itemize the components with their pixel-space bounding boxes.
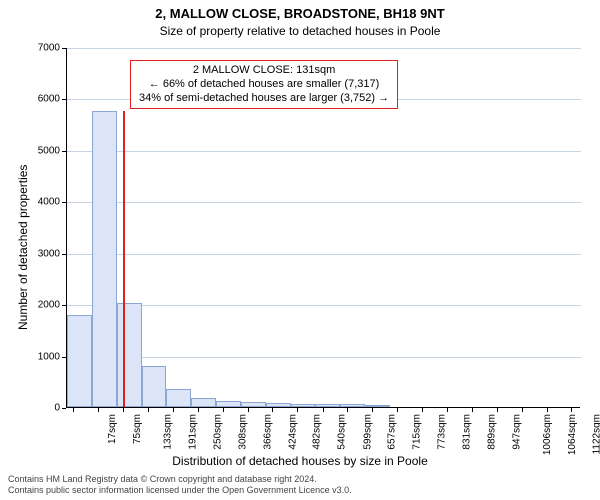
x-tick-mark — [123, 408, 124, 412]
x-tick-mark — [272, 408, 273, 412]
x-tick-mark — [472, 408, 473, 412]
x-tick-label: 1122sqm — [591, 414, 600, 454]
x-tick-label: 424sqm — [287, 414, 298, 450]
x-tick-label: 482sqm — [312, 414, 323, 450]
y-tick-label: 2000 — [20, 300, 60, 311]
histogram-bar — [266, 403, 291, 407]
page-subtitle: Size of property relative to detached ho… — [0, 24, 600, 38]
x-tick-label: 366sqm — [262, 414, 273, 450]
x-tick-mark — [148, 408, 149, 412]
x-tick-label: 773sqm — [437, 414, 448, 450]
x-axis-label: Distribution of detached houses by size … — [0, 454, 600, 468]
y-tick-label: 5000 — [20, 145, 60, 156]
x-tick-mark — [73, 408, 74, 412]
x-tick-mark — [397, 408, 398, 412]
x-tick-label: 715sqm — [412, 414, 423, 450]
x-tick-label: 191sqm — [187, 414, 198, 450]
y-tick-label: 0 — [20, 403, 60, 414]
x-tick-mark — [173, 408, 174, 412]
histogram-bar — [67, 315, 92, 407]
histogram-bar — [340, 404, 365, 407]
x-tick-mark — [297, 408, 298, 412]
histogram-bar — [92, 111, 117, 407]
x-tick-mark — [248, 408, 249, 412]
annotation-line-1: 2 MALLOW CLOSE: 131sqm — [139, 64, 389, 78]
x-tick-mark — [422, 408, 423, 412]
histogram-bar — [365, 405, 390, 407]
histogram-bar — [166, 389, 191, 408]
x-tick-label: 947sqm — [511, 414, 522, 450]
gridline — [67, 202, 581, 203]
annotation-line-3: 34% of semi-detached houses are larger (… — [139, 92, 389, 106]
x-tick-label: 133sqm — [163, 414, 174, 450]
histogram-bar — [216, 401, 241, 407]
x-tick-mark — [98, 408, 99, 412]
x-tick-mark — [223, 408, 224, 412]
x-tick-label: 831sqm — [462, 414, 473, 450]
x-tick-mark — [323, 408, 324, 412]
x-tick-mark — [347, 408, 348, 412]
x-tick-mark — [372, 408, 373, 412]
histogram-bar — [117, 303, 142, 407]
gridline — [67, 48, 581, 49]
x-tick-label: 308sqm — [238, 414, 249, 450]
histogram-bar — [191, 398, 216, 407]
histogram-bar — [142, 366, 167, 407]
histogram-bar — [241, 402, 266, 407]
histogram-bar — [291, 404, 316, 407]
x-tick-mark — [497, 408, 498, 412]
x-tick-label: 540sqm — [337, 414, 348, 450]
footer-line-2: Contains public sector information licen… — [8, 485, 352, 496]
histogram-bar — [315, 404, 340, 407]
x-tick-label: 75sqm — [132, 414, 143, 444]
gridline — [67, 357, 581, 358]
x-tick-mark — [571, 408, 572, 412]
y-tick-mark — [62, 408, 66, 409]
x-tick-label: 250sqm — [213, 414, 224, 450]
x-tick-label: 1006sqm — [542, 414, 553, 455]
x-tick-label: 1064sqm — [567, 414, 578, 455]
page-title: 2, MALLOW CLOSE, BROADSTONE, BH18 9NT — [0, 6, 600, 21]
x-tick-label: 17sqm — [107, 414, 118, 444]
chart-page: 2, MALLOW CLOSE, BROADSTONE, BH18 9NT Si… — [0, 0, 600, 500]
x-tick-label: 657sqm — [387, 414, 398, 450]
x-tick-label: 599sqm — [362, 414, 373, 450]
footer-line-1: Contains HM Land Registry data © Crown c… — [8, 474, 317, 485]
x-tick-mark — [522, 408, 523, 412]
y-tick-label: 7000 — [20, 43, 60, 54]
x-tick-label: 889sqm — [486, 414, 497, 450]
annotation-line-2: ← 66% of detached houses are smaller (7,… — [139, 78, 389, 92]
x-tick-mark — [547, 408, 548, 412]
gridline — [67, 151, 581, 152]
y-tick-label: 6000 — [20, 94, 60, 105]
callout-annotation: 2 MALLOW CLOSE: 131sqm ← 66% of detached… — [130, 60, 398, 109]
gridline — [67, 254, 581, 255]
x-tick-mark — [198, 408, 199, 412]
y-tick-label: 3000 — [20, 248, 60, 259]
subject-property-marker — [123, 111, 125, 407]
y-tick-label: 4000 — [20, 197, 60, 208]
y-tick-label: 1000 — [20, 351, 60, 362]
gridline — [67, 305, 581, 306]
x-tick-mark — [447, 408, 448, 412]
